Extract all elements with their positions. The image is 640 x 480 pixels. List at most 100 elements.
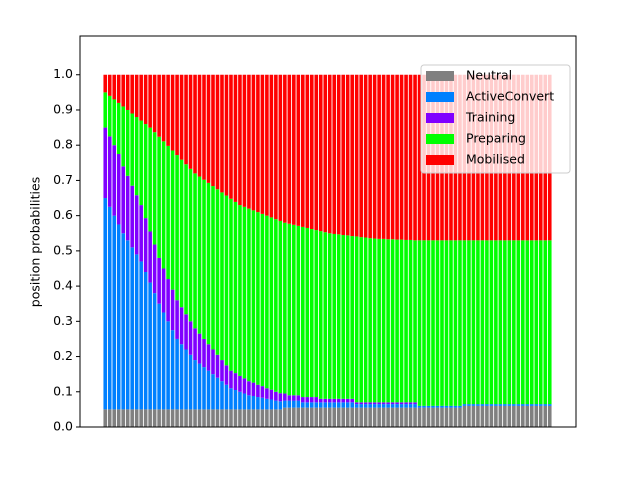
- bar-segment: [220, 360, 224, 382]
- bar-segment: [327, 398, 332, 403]
- bar-segment: [233, 373, 238, 391]
- bar-segment: [503, 405, 507, 427]
- bar-segment: [139, 120, 143, 206]
- bar-segment: [305, 74, 310, 228]
- bar-segment: [359, 407, 363, 427]
- bar-segment: [121, 106, 126, 167]
- bar-segment: [332, 233, 337, 399]
- bar-segment: [292, 407, 296, 427]
- bar-segment: [296, 395, 301, 401]
- y-tick-label: 0.8: [53, 137, 73, 152]
- bar-segment: [265, 398, 269, 410]
- bar-segment: [229, 409, 233, 427]
- bar-segment: [314, 74, 319, 231]
- bar-segment: [238, 409, 242, 427]
- y-tick-label: 1.0: [53, 66, 73, 81]
- bar-segment: [206, 409, 211, 427]
- bar-segment: [274, 400, 278, 410]
- bar-segment: [143, 218, 148, 273]
- bar-segment: [449, 405, 453, 408]
- bar-segment: [170, 289, 175, 331]
- bar-segment: [494, 405, 498, 427]
- bar-segment: [341, 402, 346, 408]
- bar-segment: [529, 240, 534, 405]
- bar-segment: [408, 239, 413, 403]
- bar-segment: [283, 393, 287, 401]
- bar-segment: [372, 402, 377, 405]
- bar-segment: [139, 261, 143, 410]
- bar-segment: [395, 404, 399, 408]
- bar-segment: [175, 409, 179, 427]
- bar-segment: [431, 405, 435, 408]
- bar-segment: [265, 409, 269, 427]
- bar-segment: [143, 124, 148, 219]
- bar-segment: [525, 404, 530, 406]
- bar-segment: [372, 407, 377, 427]
- bar-segment: [426, 407, 431, 427]
- bar-segment: [359, 74, 363, 238]
- bar-segment: [435, 407, 440, 427]
- bar-segment: [224, 409, 229, 427]
- bar-segment: [404, 402, 408, 405]
- bar-segment: [399, 407, 404, 427]
- bar-segment: [242, 378, 247, 394]
- bar-segment: [134, 195, 139, 255]
- bar-segment: [368, 407, 372, 427]
- bar-segment: [336, 407, 341, 427]
- bar-segment: [116, 74, 121, 103]
- bar-segment: [332, 402, 337, 408]
- bar-segment: [431, 240, 435, 406]
- bar-segment: [350, 402, 354, 408]
- bar-segment: [296, 400, 301, 408]
- bar-segment: [211, 74, 215, 187]
- bar-segment: [143, 74, 148, 125]
- bar-segment: [206, 344, 211, 371]
- bar-segment: [238, 375, 242, 392]
- bar-segment: [318, 398, 323, 403]
- bar-segment: [179, 307, 184, 345]
- bar-segment: [489, 240, 494, 405]
- bar-segment: [170, 330, 175, 410]
- bar-segment: [161, 409, 166, 427]
- bar-segment: [179, 74, 184, 160]
- bar-segment: [193, 409, 197, 427]
- bar-segment: [395, 407, 399, 427]
- bar-segment: [103, 127, 108, 199]
- bar-segment: [152, 74, 157, 133]
- bar-segment: [498, 240, 503, 405]
- bar-segment: [166, 409, 170, 427]
- bar-segment: [327, 233, 332, 399]
- bar-segment: [345, 235, 350, 399]
- bar-segment: [152, 244, 157, 294]
- bar-segment: [211, 186, 215, 350]
- bar-segment: [269, 389, 274, 400]
- bar-segment: [498, 405, 503, 427]
- bar-segment: [359, 237, 363, 403]
- bar-segment: [332, 398, 337, 403]
- bar-segment: [116, 409, 121, 427]
- bar-segment: [157, 136, 161, 258]
- bar-segment: [301, 397, 305, 403]
- bar-segment: [525, 240, 530, 405]
- bar-segment: [175, 300, 179, 339]
- bar-segment: [386, 402, 390, 405]
- bar-segment: [345, 74, 350, 236]
- bar-segment: [157, 74, 161, 137]
- bar-segment: [408, 407, 413, 427]
- bar-segment: [440, 405, 444, 408]
- bar-segment: [134, 74, 139, 118]
- bar-segment: [341, 398, 346, 403]
- bar-segment: [130, 185, 134, 248]
- bar-segment: [543, 405, 548, 427]
- bar-segment: [170, 409, 175, 427]
- bar-segment: [426, 405, 431, 408]
- bar-segment: [547, 240, 552, 405]
- bar-segment: [175, 338, 179, 410]
- legend-label: Preparing: [466, 131, 526, 146]
- bar-segment: [332, 407, 337, 427]
- bar-segment: [274, 219, 278, 392]
- bar-segment: [251, 396, 256, 410]
- bar-segment: [193, 328, 197, 361]
- bar-segment: [184, 74, 188, 165]
